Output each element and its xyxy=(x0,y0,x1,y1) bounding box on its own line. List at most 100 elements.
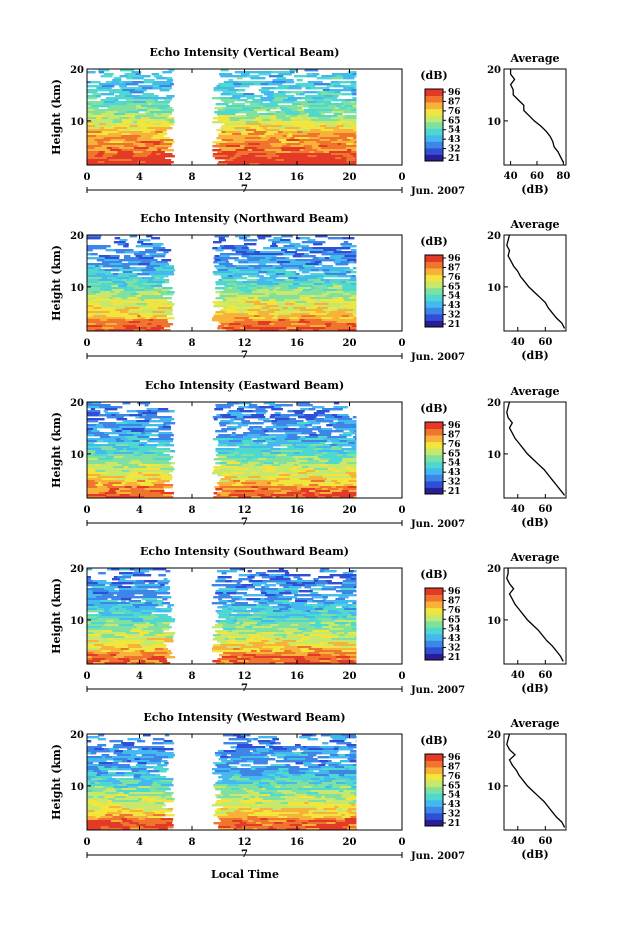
average-profile-line xyxy=(506,234,566,329)
heatmap-cell xyxy=(334,604,348,607)
heatmap-cell xyxy=(87,614,102,617)
heatmap-cell xyxy=(162,71,172,74)
heatmap-cell xyxy=(258,642,265,645)
heatmap-cell xyxy=(267,95,274,98)
heatmap-cell xyxy=(283,263,298,266)
heatmap-cell xyxy=(326,285,334,288)
heatmap-cell xyxy=(262,766,267,769)
heatmap-cell xyxy=(153,143,161,146)
heatmap-cell xyxy=(127,760,132,763)
heatmap-cell xyxy=(328,460,343,463)
heatmap-cell xyxy=(291,430,300,433)
heatmap-cell xyxy=(314,125,321,128)
heatmap-cell xyxy=(232,315,244,318)
heatmap-cell xyxy=(129,470,145,473)
heatmap-cell xyxy=(135,478,149,481)
heatmap-cell xyxy=(119,93,132,96)
heatmap-cell xyxy=(337,275,352,278)
heatmap-cell xyxy=(87,129,97,132)
panel-2: Echo Intensity (Northward Beam)Height (k… xyxy=(50,212,567,363)
heatmap-cell xyxy=(258,263,266,266)
heatmap-cell xyxy=(322,89,331,92)
heatmap-cell xyxy=(98,269,106,272)
heatmap-cell xyxy=(304,325,311,328)
heatmap-cell xyxy=(298,618,309,621)
heatmap-cell xyxy=(318,438,325,441)
heatmap-cell xyxy=(235,602,248,605)
heatmap-cell xyxy=(155,496,170,499)
heatmap-cell xyxy=(311,788,326,791)
heatmap-cell xyxy=(105,658,119,661)
heatmap-cell xyxy=(213,596,226,599)
heatmap-cell xyxy=(141,466,147,469)
heatmap-cell xyxy=(157,291,168,294)
heatmap-cell xyxy=(148,478,162,481)
heatmap-cell xyxy=(316,285,327,288)
heatmap-cell xyxy=(338,325,353,328)
heatmap-cell xyxy=(343,151,351,154)
heatmap-cell xyxy=(251,289,258,292)
colorbar-frame xyxy=(424,254,444,328)
heatmap-cell xyxy=(153,267,163,270)
heatmap-cell xyxy=(297,424,305,427)
heatmap-cell xyxy=(246,436,262,439)
heatmap-cell xyxy=(268,750,282,753)
heatmap-cell xyxy=(313,412,325,415)
heatmap-cell xyxy=(118,424,128,427)
heatmap-cell xyxy=(167,474,172,477)
heatmap-cell xyxy=(103,748,109,751)
heatmap-cell xyxy=(141,754,157,757)
month-label: Jun. 2007 xyxy=(410,186,465,197)
heatmap-cell xyxy=(317,93,322,96)
heatmap-cell xyxy=(110,287,116,290)
heatmap-cell xyxy=(87,752,91,755)
heatmap-cell xyxy=(117,267,124,270)
heatmap-cell xyxy=(344,754,357,757)
heatmap-cell xyxy=(126,432,142,435)
heatmap-cell xyxy=(286,139,300,142)
heatmap-cell xyxy=(326,311,330,314)
heatmap-cell xyxy=(140,117,151,120)
heatmap-cell xyxy=(222,624,233,627)
heatmap-cell xyxy=(116,323,130,326)
heatmap-cell xyxy=(301,650,315,653)
heatmap-cell xyxy=(87,446,93,449)
heatmap-cell xyxy=(234,163,250,166)
heatmap-cell xyxy=(269,746,283,749)
heatmap-cell xyxy=(160,329,171,332)
heatmap-cell xyxy=(255,768,270,771)
heatmap-cell xyxy=(276,117,291,120)
heatmap-cell xyxy=(167,87,172,90)
heatmap-cell xyxy=(293,289,304,292)
heatmap-cell xyxy=(159,418,175,421)
heatmap-cell xyxy=(220,494,229,497)
heatmap-cell xyxy=(235,251,247,254)
heatmap-cell xyxy=(299,442,311,445)
heatmap-cell xyxy=(238,137,246,140)
heatmap-cell xyxy=(271,408,283,411)
heatmap-cell xyxy=(227,163,235,166)
heatmap-cell xyxy=(128,438,144,441)
heatmap-cell xyxy=(163,578,168,581)
heatmap-cell xyxy=(166,778,174,781)
heatmap-cell xyxy=(87,283,94,286)
heatmap-cell xyxy=(159,610,172,613)
heatmap-cell xyxy=(115,430,123,433)
heatmap-cell xyxy=(314,624,330,627)
heatmap-cell xyxy=(292,496,306,499)
heatmap-cell xyxy=(217,780,223,783)
heatmap-cell xyxy=(304,454,316,457)
heatmap-cell xyxy=(219,484,233,487)
heatmap-cell xyxy=(315,309,324,312)
heatmap-cell xyxy=(291,602,307,605)
heatmap-cell xyxy=(87,788,99,791)
heatmap-cell xyxy=(352,119,357,122)
heatmap-cell xyxy=(87,468,97,471)
heatmap-cell xyxy=(124,486,133,489)
heatmap-cell xyxy=(248,143,260,146)
heatmap-cell xyxy=(99,83,110,86)
heatmap-cell xyxy=(348,642,357,645)
heatmap-cell xyxy=(228,778,236,781)
heatmap-cell xyxy=(129,275,138,278)
